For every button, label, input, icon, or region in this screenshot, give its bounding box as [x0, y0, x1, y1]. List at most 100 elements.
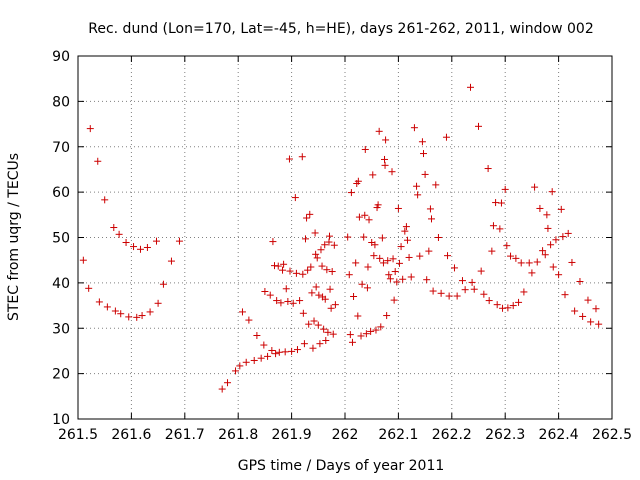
data-point [232, 367, 240, 375]
data-point [388, 168, 396, 176]
data-point [303, 214, 311, 222]
data-point [306, 210, 314, 218]
data-point [361, 211, 369, 219]
data-point [314, 321, 322, 329]
data-point [326, 285, 334, 293]
data-point [428, 215, 436, 223]
data-point [300, 340, 308, 348]
data-point [568, 258, 576, 266]
data-point [501, 185, 509, 193]
data-point [307, 263, 315, 271]
data-point [357, 332, 365, 340]
data-point [370, 252, 378, 260]
data-point [410, 124, 418, 132]
y-tick-labels: 10 20 30 40 50 60 70 80 90 [52, 49, 70, 428]
data-point [383, 312, 391, 320]
data-point [413, 182, 421, 190]
data-point [378, 234, 386, 242]
data-point [320, 325, 328, 333]
data-point [282, 285, 290, 293]
data-point [345, 271, 353, 279]
data-point [504, 304, 512, 312]
data-point [432, 181, 440, 189]
data-point [358, 280, 366, 288]
data-point [311, 229, 319, 237]
data-point [425, 247, 433, 255]
data-point [348, 338, 356, 346]
data-point [313, 254, 321, 262]
x-tick-label: 262.5 [592, 427, 632, 443]
data-point [461, 286, 469, 294]
x-tick-label: 262.2 [432, 427, 472, 443]
data-point [509, 302, 517, 310]
data-point [475, 122, 482, 130]
data-point [316, 340, 324, 348]
data-point [101, 196, 109, 204]
data-point [273, 297, 281, 305]
data-point [242, 358, 250, 366]
data-point [360, 233, 368, 241]
data-point [539, 247, 547, 255]
data-point [592, 305, 600, 313]
data-point [421, 170, 429, 178]
data-point [272, 350, 280, 358]
data-point [515, 298, 523, 306]
data-point [389, 255, 397, 263]
data-point [584, 296, 592, 304]
data-point [587, 318, 595, 326]
data-point [298, 153, 306, 161]
data-point [329, 330, 337, 338]
data-point [507, 252, 515, 260]
data-point [470, 285, 478, 293]
data-point [352, 259, 360, 267]
y-tick-label: 80 [52, 94, 70, 110]
data-point [318, 262, 326, 270]
data-point [493, 301, 501, 309]
x-tick-labels: 261.5 261.6 261.7 261.8 261.9 262 262.1 262.2 26… [58, 427, 632, 443]
data-point [576, 278, 584, 286]
data-point [327, 304, 335, 312]
data-point [533, 258, 541, 266]
data-point [103, 303, 111, 311]
data-point [304, 266, 312, 274]
data-point [386, 275, 394, 283]
data-point [364, 263, 372, 271]
data-point [299, 270, 307, 278]
y-tick-label: 30 [52, 321, 70, 337]
data-point [305, 320, 313, 328]
data-point [381, 155, 389, 163]
data-point [301, 235, 309, 243]
data-point [138, 312, 146, 320]
data-point [517, 259, 525, 267]
y-tick-label: 70 [52, 140, 70, 156]
data-point [296, 297, 304, 305]
data-point [561, 291, 569, 299]
x-tick-label: 261.8 [218, 427, 258, 443]
data-point [401, 227, 409, 235]
data-point [382, 136, 390, 144]
data-point [310, 317, 318, 325]
data-point [291, 194, 299, 202]
data-point [284, 297, 292, 305]
data-point [292, 269, 300, 277]
data-point [321, 295, 329, 303]
data-point [133, 313, 141, 321]
data-point [312, 283, 320, 291]
data-point [544, 224, 552, 232]
data-point [468, 278, 476, 286]
data-point [261, 287, 269, 295]
data-point [381, 161, 389, 169]
data-point [154, 299, 162, 307]
data-point [285, 155, 293, 163]
data-point [450, 264, 458, 272]
data-point [528, 269, 536, 277]
data-point [579, 312, 587, 320]
data-point [110, 224, 118, 232]
data-point [466, 83, 474, 91]
data-point [407, 273, 415, 281]
data-point [391, 268, 399, 276]
data-point [79, 256, 87, 264]
data-point [549, 263, 557, 271]
data-point [531, 183, 539, 191]
data-point [315, 291, 323, 299]
